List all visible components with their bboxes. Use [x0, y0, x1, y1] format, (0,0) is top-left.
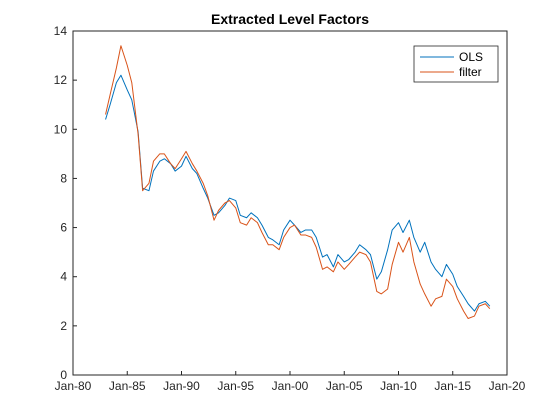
plot-lines [105, 45, 491, 319]
x-tick-label: Jan-10 [380, 379, 417, 393]
x-tick-label: Jan-80 [55, 379, 92, 393]
x-axis-ticks: Jan-80 Jan-85 Jan-90 Jan-95 Jan-00 Jan-05 Jan-… [55, 371, 526, 393]
y-tick-label: 12 [54, 73, 68, 87]
y-tick-label: 6 [60, 221, 67, 235]
legend-label-filter: filter [459, 65, 482, 79]
x-tick-label: Jan-05 [326, 379, 363, 393]
y-tick-label: 4 [60, 270, 67, 284]
legend-box [413, 45, 499, 83]
x-tick-label: Jan-95 [217, 379, 254, 393]
x-tick-label: Jan-20 [489, 379, 526, 393]
y-axis-ticks: 0 2 4 6 8 10 12 14 [54, 24, 77, 382]
legend: OLS filter [413, 45, 499, 83]
legend-label-ols: OLS [459, 50, 483, 64]
y-tick-label: 2 [60, 319, 67, 333]
x-tick-label: Jan-15 [434, 379, 471, 393]
y-tick-label: 14 [54, 24, 68, 38]
plot-area [73, 31, 507, 375]
x-tick-label: Jan-85 [109, 379, 146, 393]
x-tick-label: Jan-90 [163, 379, 200, 393]
x-tick-label: Jan-00 [272, 379, 309, 393]
chart-title: Extracted Level Factors [211, 11, 369, 27]
series-line-filter [105, 45, 491, 319]
y-tick-label: 0 [60, 368, 67, 382]
y-tick-label: 10 [54, 122, 68, 136]
y-tick-label: 8 [60, 171, 67, 185]
